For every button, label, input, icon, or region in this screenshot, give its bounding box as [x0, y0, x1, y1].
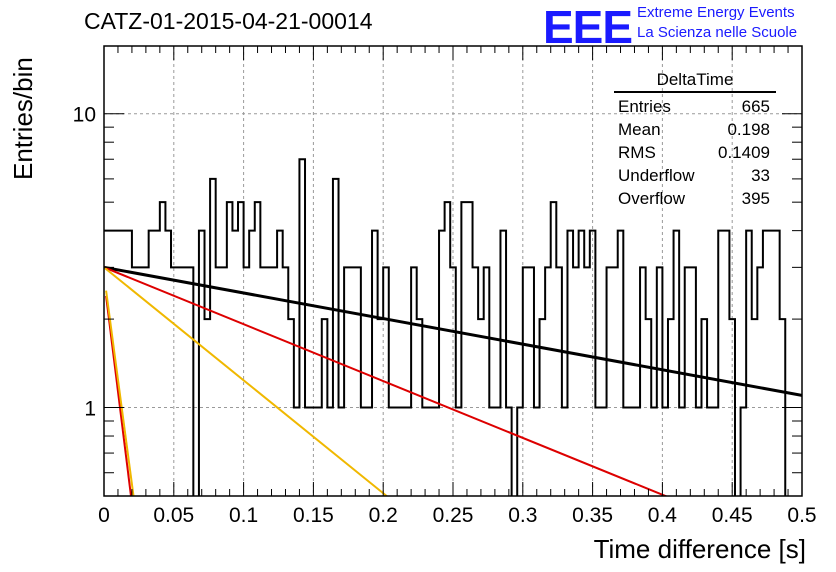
- fit-line-red: [105, 295, 132, 496]
- stats-label: Overflow: [618, 189, 686, 208]
- stats-value: 0.1409: [718, 143, 770, 162]
- x-tick-label: 0.05: [153, 504, 194, 527]
- stats-label: Mean: [618, 120, 661, 139]
- logo-line-2: La Scienza nelle Scuole: [637, 24, 798, 41]
- stats-label: Entries: [618, 97, 671, 116]
- stats-label: Underflow: [618, 166, 695, 185]
- chart-title: CATZ-01-2015-04-21-00014: [84, 8, 373, 34]
- fit-lines: [104, 265, 802, 496]
- stats-box-name: DeltaTime: [614, 70, 776, 93]
- fit-line-red: [104, 266, 669, 496]
- stats-label: RMS: [618, 143, 656, 162]
- stats-row-underflow: Underflow 33: [614, 164, 776, 187]
- x-axis-label: Time difference [s]: [593, 534, 806, 564]
- y-tick-label: 1: [84, 398, 96, 421]
- fit-line-yellow: [104, 266, 389, 496]
- stats-value: 395: [741, 189, 770, 208]
- fit-line-black: [104, 265, 802, 397]
- stats-value: 0.198: [727, 120, 770, 139]
- stats-row-entries: Entries 665: [614, 95, 776, 118]
- stats-row-rms: RMS 0.1409: [614, 141, 776, 164]
- stats-value: 665: [741, 97, 770, 116]
- axes: 0 0.05 0.1 0.15 0.2 0.25 0.3 0.35 0.4 0.45 0.5 1 10: [73, 45, 817, 527]
- stats-value: 33: [751, 166, 770, 185]
- x-tick-label: 0.25: [433, 504, 474, 527]
- x-tick-label: 0.5: [787, 504, 816, 527]
- eee-logo-mark: EEE: [543, 1, 633, 53]
- x-tick-label: 0.3: [508, 504, 537, 527]
- x-tick-label: 0.15: [293, 504, 334, 527]
- histogram: [104, 158, 787, 496]
- fit-line-yellow: [105, 290, 135, 496]
- x-tick-label: 0.2: [369, 504, 398, 527]
- stats-row-overflow: Overflow 395: [614, 187, 776, 210]
- logo-line-1: Extreme Energy Events: [637, 4, 795, 21]
- stats-box: DeltaTime Entries 665 Mean 0.198 RMS 0.1409…: [614, 70, 776, 210]
- histogram-outline: [104, 158, 787, 496]
- x-tick-label: 0.35: [572, 504, 613, 527]
- x-tick-label: 0.4: [648, 504, 678, 527]
- y-tick-label: 10: [73, 104, 96, 127]
- x-tick-label: 0.1: [229, 504, 258, 527]
- x-tick-label: 0.45: [712, 504, 753, 527]
- stats-row-mean: Mean 0.198: [614, 118, 776, 141]
- x-tick-label: 0: [98, 504, 110, 527]
- y-axis-label: Entries/bin: [8, 57, 38, 180]
